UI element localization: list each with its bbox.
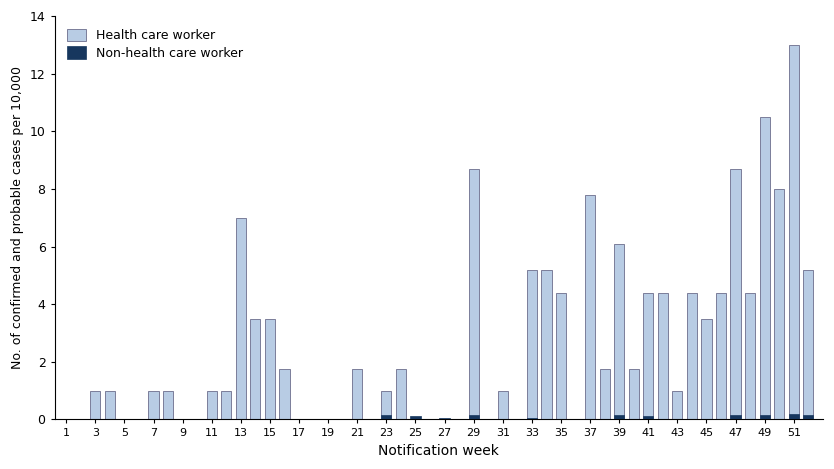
Bar [440, 418, 450, 419]
Bar [774, 189, 784, 419]
X-axis label: Notification week: Notification week [379, 444, 500, 458]
Bar [236, 218, 246, 419]
Bar [498, 391, 508, 419]
Bar [163, 391, 173, 419]
Bar [614, 415, 625, 419]
Bar [701, 318, 711, 419]
Bar [614, 243, 625, 419]
Bar [643, 416, 653, 419]
Bar [469, 169, 479, 419]
Bar [556, 293, 566, 419]
Bar [527, 270, 537, 419]
Bar [789, 414, 799, 419]
Bar [221, 391, 231, 419]
Bar [381, 415, 391, 419]
Bar [672, 391, 682, 419]
Bar [803, 270, 813, 419]
Bar [687, 293, 697, 419]
Bar [541, 270, 551, 419]
Bar [410, 416, 420, 419]
Bar [105, 391, 115, 419]
Bar [731, 169, 741, 419]
Bar [469, 415, 479, 419]
Bar [760, 117, 770, 419]
Bar [643, 293, 653, 419]
Bar [658, 293, 668, 419]
Bar [760, 415, 770, 419]
Bar [250, 318, 260, 419]
Bar [731, 415, 741, 419]
Bar [716, 293, 726, 419]
Bar [265, 318, 275, 419]
Bar [803, 415, 813, 419]
Bar [279, 369, 289, 419]
Bar [352, 369, 362, 419]
Bar [90, 391, 100, 419]
Bar [527, 418, 537, 419]
Bar [585, 195, 595, 419]
Bar [600, 369, 610, 419]
Bar [396, 369, 406, 419]
Y-axis label: No. of confirmed and probable cases per 10,000: No. of confirmed and probable cases per … [11, 66, 24, 369]
Bar [148, 391, 158, 419]
Bar [381, 391, 391, 419]
Bar [745, 293, 756, 419]
Bar [629, 369, 639, 419]
Bar [789, 45, 799, 419]
Legend: Health care worker, Non-health care worker: Health care worker, Non-health care work… [61, 23, 249, 66]
Bar [207, 391, 217, 419]
